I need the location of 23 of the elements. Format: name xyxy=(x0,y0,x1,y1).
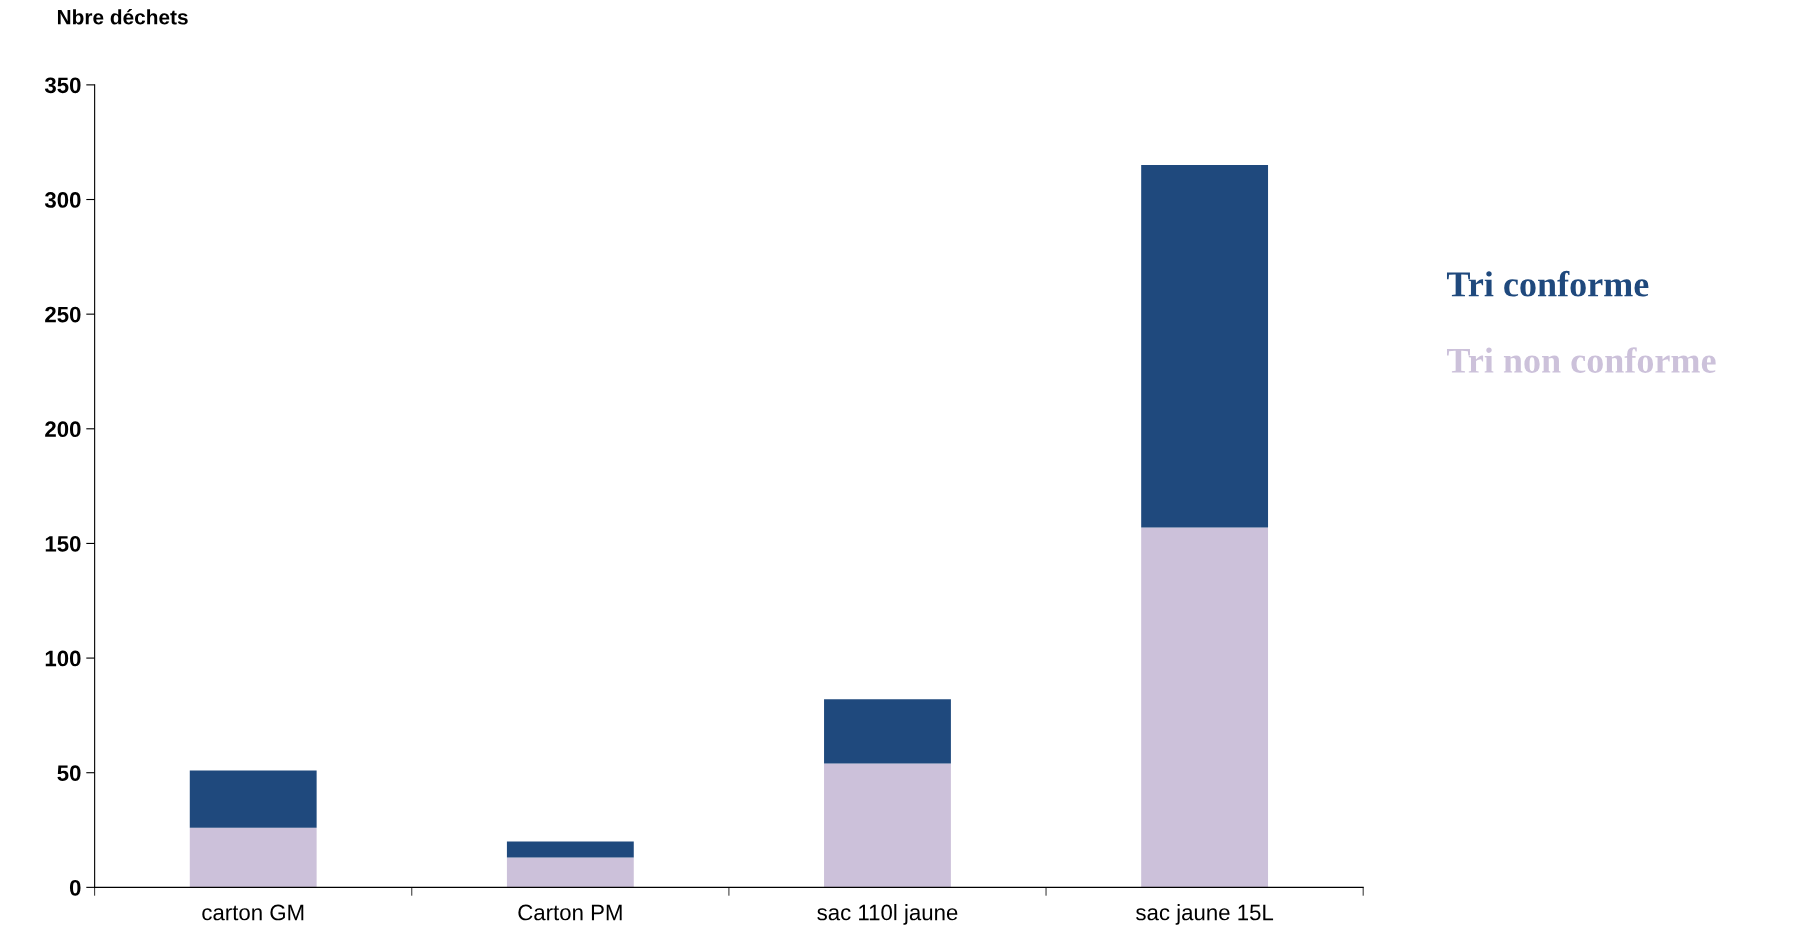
y-tick-label: 200 xyxy=(45,421,81,438)
y-tick-label: 300 xyxy=(44,192,81,208)
bar xyxy=(824,763,951,888)
bar xyxy=(189,770,317,828)
bar xyxy=(506,857,634,888)
x-tick-label: Carton PM xyxy=(518,904,622,921)
y-tick-label: 0 xyxy=(69,879,81,896)
bar xyxy=(506,841,634,858)
text: Tri non conforme xyxy=(1446,347,1716,373)
bar xyxy=(824,699,951,764)
bar xyxy=(1141,165,1269,528)
y-tick-label: 350 xyxy=(44,77,81,94)
y-tick-label: 100 xyxy=(45,650,81,667)
text: Tri conforme xyxy=(1446,270,1649,297)
bar xyxy=(1141,527,1269,888)
y-axis-title: Nbre déchets xyxy=(57,9,188,25)
bar xyxy=(189,827,317,888)
x-tick-label: sac jaune 15L xyxy=(1136,904,1274,925)
x-tick-label: carton GM xyxy=(202,904,304,921)
y-tick-label: 150 xyxy=(45,535,81,552)
y-tick-label: 50 xyxy=(57,765,81,781)
y-tick-label: 250 xyxy=(45,306,81,323)
x-tick-label: sac 110l jaune xyxy=(817,904,958,925)
